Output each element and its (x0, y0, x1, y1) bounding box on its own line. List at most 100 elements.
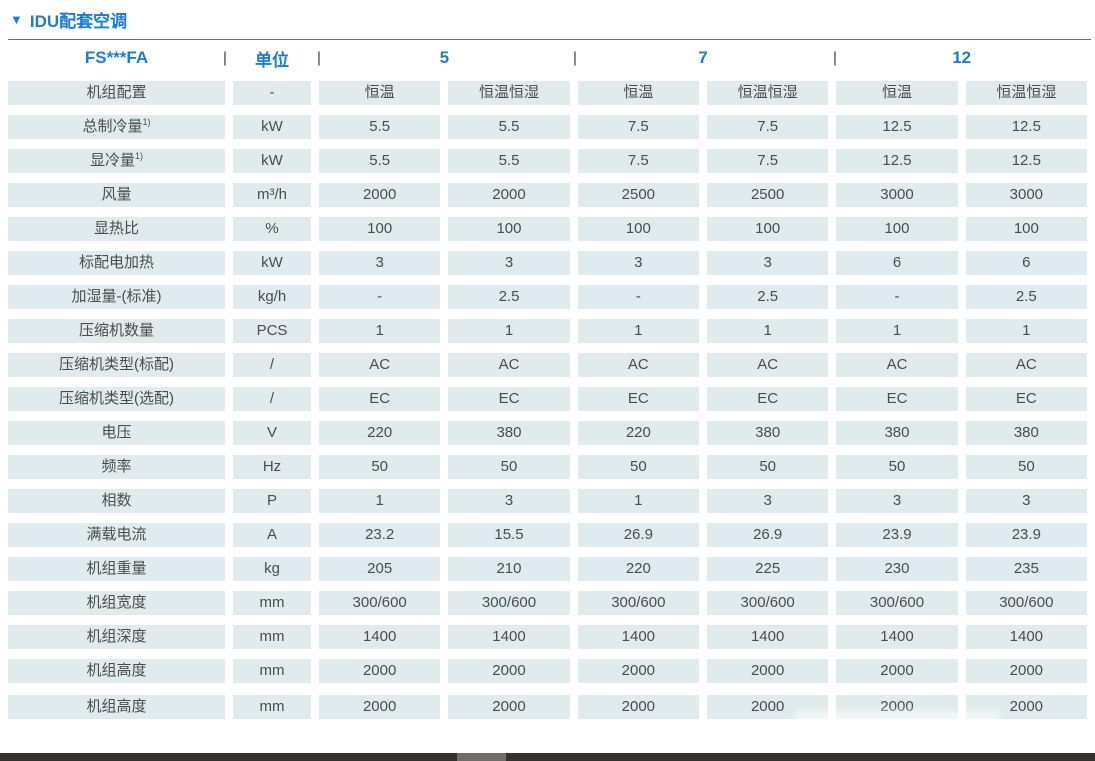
value-cell: 2000 (577, 659, 699, 683)
horizontal-scrollbar[interactable] (0, 753, 1095, 761)
row-label: 相数 (8, 489, 225, 513)
value-cell: - (836, 285, 958, 309)
value-cell: 1 (707, 319, 829, 343)
value-cell: 100 (836, 217, 958, 241)
value-cell: 1400 (448, 625, 570, 649)
row-label: 总制冷量1) (8, 115, 225, 139)
table-header: FS***FA 单位 5 7 12 | | | | (0, 40, 1095, 76)
value-cell: 5.5 (448, 115, 570, 139)
row-label: 显热比 (8, 217, 225, 241)
value-cell: 300/600 (707, 591, 829, 615)
value-cell: 5.5 (319, 149, 441, 173)
value-cell: 50 (707, 455, 829, 479)
value-cell: 23.2 (319, 523, 441, 547)
row-unit: mm (233, 695, 311, 719)
row-label: 机组高度 (8, 659, 225, 683)
row-label: 电压 (8, 421, 225, 445)
row-label: 机组深度 (8, 625, 225, 649)
row-label: 压缩机类型(选配) (8, 387, 225, 411)
value-cell: 12.5 (965, 149, 1087, 173)
value-cell: EC (319, 387, 441, 411)
value-cell: 恒温 (577, 81, 699, 105)
value-cell: - (577, 285, 699, 309)
value-cell: 1400 (965, 625, 1087, 649)
table-row: 机组高度 mm 2000 2000 2000 2000 2000 2000 (8, 695, 1087, 719)
value-cell: 380 (965, 421, 1087, 445)
value-cell: 5.5 (319, 115, 441, 139)
table-row: 机组高度 mm 2000 2000 2000 2000 2000 2000 (8, 659, 1087, 683)
row-label: 风量 (8, 183, 225, 207)
value-cell: 恒温 (836, 81, 958, 105)
value-cell: 26.9 (577, 523, 699, 547)
value-cell: 1 (319, 489, 441, 513)
table-row: 显热比 % 100 100 100 100 100 100 (8, 217, 1087, 241)
value-cell: 6 (836, 251, 958, 275)
row-unit: mm (233, 659, 311, 683)
value-cell: 2.5 (965, 285, 1087, 309)
row-unit: % (233, 217, 311, 241)
header-group-7: 7 (698, 48, 708, 67)
section-marker-icon: ▼ (10, 11, 23, 27)
section-title-label: IDU配套空调 (29, 11, 128, 31)
row-unit: V (233, 421, 311, 445)
value-cell: 12.5 (965, 115, 1087, 139)
value-cell: 3 (707, 251, 829, 275)
value-cell: 50 (319, 455, 441, 479)
row-label: 机组高度 (8, 695, 225, 719)
row-label: 机组配置 (8, 81, 225, 105)
row-unit: kW (233, 149, 311, 173)
value-cell: 1 (577, 489, 699, 513)
table-row: 电压 V 220 380 220 380 380 380 (8, 421, 1087, 445)
value-cell: 205 (319, 557, 441, 581)
value-cell: 7.5 (707, 115, 829, 139)
scrollbar-thumb[interactable] (457, 753, 506, 761)
value-cell: 1 (319, 319, 441, 343)
value-cell: 3 (577, 251, 699, 275)
value-cell: 7.5 (577, 115, 699, 139)
value-cell: 100 (448, 217, 570, 241)
value-cell: 1400 (836, 625, 958, 649)
value-cell: 恒温恒湿 (707, 81, 829, 105)
value-cell: 12.5 (836, 115, 958, 139)
value-cell: 210 (448, 557, 570, 581)
value-cell: 7.5 (577, 149, 699, 173)
value-cell: 2000 (707, 695, 829, 719)
value-cell: 6 (965, 251, 1087, 275)
row-unit: - (233, 81, 311, 105)
table-row: 机组深度 mm 1400 1400 1400 1400 1400 1400 (8, 625, 1087, 649)
table-row: 显冷量1) kW 5.5 5.5 7.5 7.5 12.5 12.5 (8, 149, 1087, 173)
value-cell: EC (965, 387, 1087, 411)
table-row: 机组配置 - 恒温 恒温恒湿 恒温 恒温恒湿 恒温 恒温恒湿 (8, 81, 1087, 105)
row-unit: / (233, 353, 311, 377)
value-cell: 15.5 (448, 523, 570, 547)
value-cell: 300/600 (319, 591, 441, 615)
value-cell: 2000 (965, 659, 1087, 683)
value-cell: 1400 (707, 625, 829, 649)
value-cell: 2.5 (448, 285, 570, 309)
value-cell: 3000 (836, 183, 958, 207)
value-cell: 1400 (577, 625, 699, 649)
row-label: 机组重量 (8, 557, 225, 581)
value-cell: AC (965, 353, 1087, 377)
value-cell: 2000 (448, 183, 570, 207)
value-cell: 2000 (448, 695, 570, 719)
value-cell: 100 (707, 217, 829, 241)
value-cell: 2000 (707, 659, 829, 683)
value-cell: 1 (577, 319, 699, 343)
row-unit: mm (233, 625, 311, 649)
row-label: 压缩机数量 (8, 319, 225, 343)
value-cell: 2000 (836, 659, 958, 683)
value-cell: 2.5 (707, 285, 829, 309)
value-cell: 300/600 (577, 591, 699, 615)
value-cell: 恒温恒湿 (965, 81, 1087, 105)
row-unit: A (233, 523, 311, 547)
row-label: 机组宽度 (8, 591, 225, 615)
value-cell: 3 (965, 489, 1087, 513)
value-cell: 恒温恒湿 (448, 81, 570, 105)
value-cell: 3 (448, 489, 570, 513)
row-label: 显冷量1) (8, 149, 225, 173)
row-unit: / (233, 387, 311, 411)
value-cell: EC (577, 387, 699, 411)
header-separator: | (573, 49, 577, 67)
